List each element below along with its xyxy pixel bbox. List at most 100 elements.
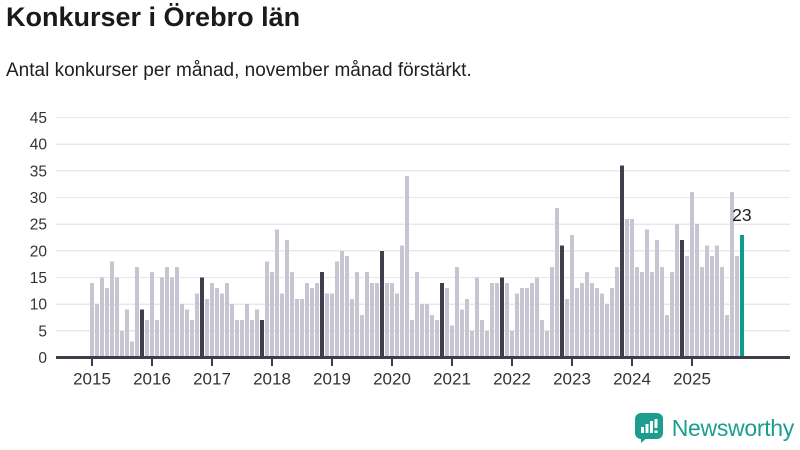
bar-month	[205, 298, 209, 358]
bar-current-november	[740, 234, 744, 358]
y-axis-tick-label: 40	[30, 137, 48, 154]
bar-month	[465, 298, 469, 358]
bar-month	[185, 309, 189, 358]
bar-month	[265, 261, 269, 358]
bar-month	[160, 277, 164, 358]
bar-month	[720, 266, 724, 358]
bar-month	[690, 192, 694, 358]
bar-month	[375, 282, 379, 358]
bar-month	[570, 234, 574, 358]
newsworthy-icon	[634, 413, 663, 443]
bar-month	[275, 229, 279, 358]
bar-month	[270, 272, 274, 358]
bar-month	[130, 341, 134, 358]
bar-month	[110, 261, 114, 358]
bar-month	[105, 288, 109, 358]
bar-month	[600, 293, 604, 358]
bar-month	[150, 272, 154, 358]
bar-month	[730, 192, 734, 358]
bar-month	[355, 272, 359, 358]
x-axis-tick-label: 2020	[373, 370, 411, 389]
bar-month	[670, 272, 674, 358]
bar-month	[395, 293, 399, 358]
bar-november	[560, 245, 564, 358]
bar-month	[195, 293, 199, 358]
bar-month	[630, 218, 634, 358]
bar-month	[360, 314, 364, 358]
bar-november	[140, 309, 144, 358]
bar-month	[675, 224, 679, 358]
bar-month	[190, 320, 194, 358]
bar-month	[555, 208, 559, 358]
bar-month	[480, 320, 484, 358]
y-axis-tick-label: 45	[30, 110, 47, 127]
bar-month	[255, 309, 259, 358]
bar-month	[605, 304, 609, 358]
x-axis-tick-label: 2018	[253, 370, 291, 389]
bar-month	[385, 282, 389, 358]
bar-month	[490, 282, 494, 358]
y-axis-tick-label: 0	[38, 350, 47, 367]
bar-month	[665, 314, 669, 358]
bar-month	[335, 261, 339, 358]
bar-month	[310, 288, 314, 358]
bar-month	[420, 304, 424, 358]
bar-month	[345, 256, 349, 358]
bar-month	[530, 282, 534, 358]
bar-month	[435, 320, 439, 358]
x-axis-tick-label: 2016	[133, 370, 171, 389]
bar-month	[400, 245, 404, 358]
y-axis-tick-label: 35	[30, 163, 47, 180]
bar-month	[445, 288, 449, 358]
bar-month	[710, 256, 714, 358]
bar-month	[470, 330, 474, 358]
chart-subtitle: Antal konkurser per månad, november måna…	[6, 60, 472, 81]
bar-month	[295, 298, 299, 358]
x-axis-tick-label: 2024	[613, 370, 651, 389]
bar-month	[685, 256, 689, 358]
bar-month	[405, 176, 409, 358]
bar-month	[615, 266, 619, 358]
bar-month	[230, 304, 234, 358]
bar-november	[320, 272, 324, 358]
bar-month	[510, 330, 514, 358]
bar-november	[680, 240, 684, 358]
y-axis-tick-label: 15	[30, 270, 47, 287]
y-axis-tick-label: 20	[30, 243, 48, 260]
bar-month	[235, 320, 239, 358]
x-axis-tick-label: 2022	[493, 370, 531, 389]
bar-month	[590, 282, 594, 358]
y-axis-tick-label: 5	[38, 323, 47, 340]
bar-month	[135, 266, 139, 358]
x-axis-tick-label: 2023	[553, 370, 591, 389]
bar-month	[515, 293, 519, 358]
bar-november	[380, 250, 384, 358]
newsworthy-logo: Newsworthy	[634, 412, 794, 444]
bar-month	[90, 282, 94, 358]
bar-month	[240, 320, 244, 358]
bar-month	[625, 218, 629, 358]
bar-month	[175, 266, 179, 358]
bar-month	[460, 309, 464, 358]
x-axis-tick-label: 2017	[193, 370, 231, 389]
bar-month	[585, 272, 589, 358]
bar-month	[595, 288, 599, 358]
bar-november	[440, 282, 444, 358]
bar-month	[495, 282, 499, 358]
bar-month	[125, 309, 129, 358]
bar-november	[200, 277, 204, 358]
bar-month	[290, 272, 294, 358]
bar-month	[215, 288, 219, 358]
bar-month	[715, 245, 719, 358]
bar-month	[660, 266, 664, 358]
y-axis-tick-label: 25	[30, 217, 47, 234]
bar-month	[610, 288, 614, 358]
bar-month	[535, 277, 539, 358]
bar-month	[285, 240, 289, 358]
bar-month	[340, 250, 344, 358]
bar-month	[155, 320, 159, 358]
current-value-label: 23	[732, 205, 751, 225]
bar-month	[225, 282, 229, 358]
x-axis-tick-label: 2021	[433, 370, 471, 389]
